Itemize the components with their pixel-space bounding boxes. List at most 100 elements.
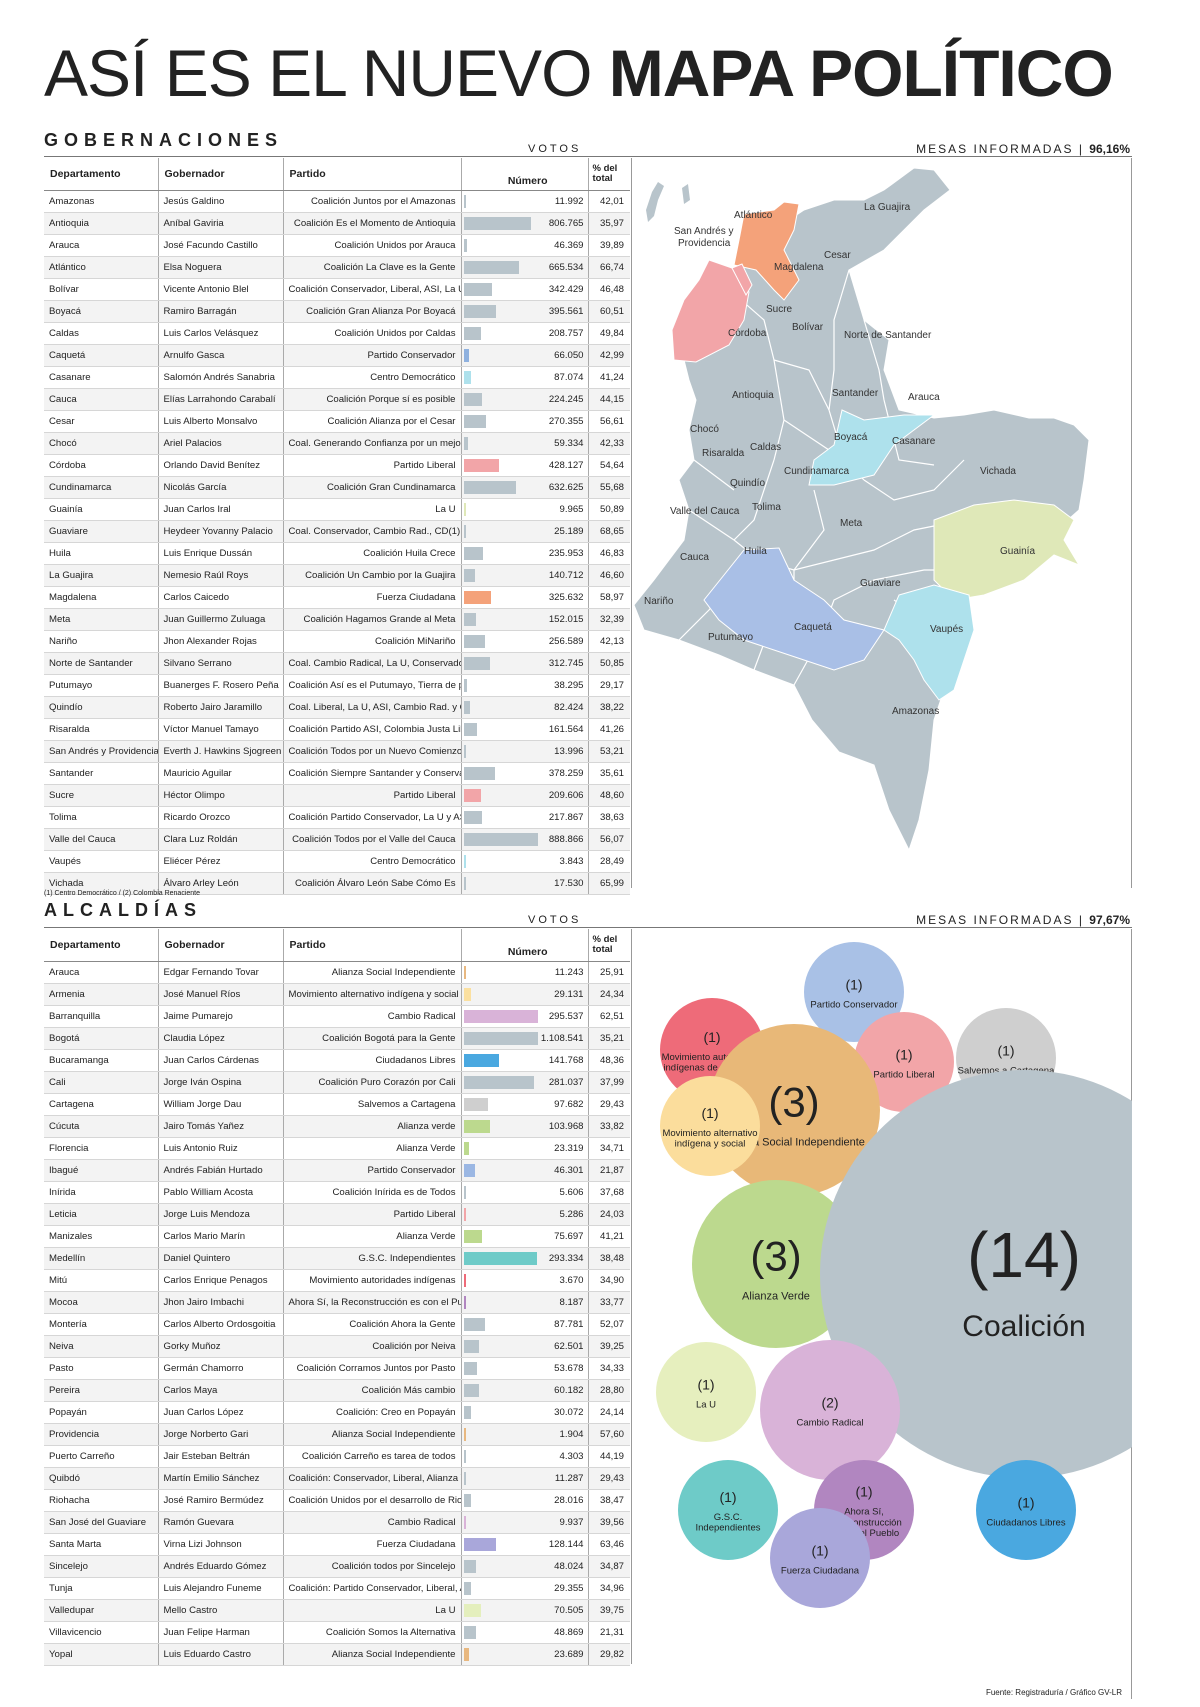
bubble-count: (1) [1017,1494,1034,1510]
alc-row: Leticia Jorge Luis Mendoza Partido Liberal… [44,1203,630,1226]
gob-row: Cesar Luis Alberto Monsalvo Coalición Alia… [44,410,630,433]
gob-cell-pct: 49,84 [588,322,630,345]
gob-vote-value: 217.867 [548,811,584,823]
gob-cell-person: Mauricio Aguilar [158,762,284,785]
gob-cell-dept: Casanare [44,366,159,389]
gob-vote-bar [463,722,477,736]
alc-cell-dept: Villavicencio [44,1621,159,1644]
map-label: Guainía [1000,546,1035,557]
gob-cell-dept: Sucre [44,784,159,807]
map-label: Providencia [678,238,731,249]
alc-row: Puerto Carreño Jair Esteban Beltrán Coalic… [44,1445,630,1468]
map-label: Nariño [644,596,674,607]
alc-cell-dept: Medellín [44,1247,159,1270]
gob-cell-dept: Tolima [44,806,159,829]
map-label: Norte de Santander [844,330,932,341]
map-caqueta [703,547,885,671]
alc-row: Inírida Pablo William Acosta Coalición Iní… [44,1181,630,1204]
alc-vote-value: 5.286 [559,1208,584,1220]
bubble-count: (1) [701,1105,718,1121]
map-label: Casanare [892,436,936,447]
gob-cell-pct: 53,21 [588,740,630,763]
alc-row: Pereira Carlos Maya Coalición Más cambio 60… [44,1379,630,1402]
gob-cell-party: Coalición Álvaro León Sabe Cómo Es [283,872,462,895]
alc-cell-person: Pablo William Acosta [158,1181,284,1204]
alc-vote-bar [463,1185,466,1199]
alc-cell-votes: 48.024 [461,1555,589,1578]
bubble-count: (1) [719,1489,736,1505]
gob-vote-value: 17.530 [554,877,584,889]
gob-cell-dept: La Guajira [44,564,159,587]
alc-cell-votes: 4.303 [461,1445,589,1468]
gob-vote-bar [463,480,517,494]
gob-cell-pct: 46,48 [588,278,630,301]
alc-row: Neiva Gorky Muñoz Coalición por Neiva 62.50… [44,1335,630,1358]
gob-mesas-informadas: MESAS INFORMADAS | 96,16% [916,142,1130,156]
gob-cell-dept: Nariño [44,630,159,653]
alc-row: Armenia José Manuel Ríos Movimiento altern… [44,983,630,1006]
alc-vote-bar [463,1581,471,1595]
gob-cell-votes: 312.745 [461,652,589,675]
bubble-count: (3) [750,1232,801,1279]
map-label: Cauca [680,552,709,563]
alc-vote-value: 70.505 [554,1604,584,1616]
alc-vote-value: 141.768 [548,1054,584,1066]
gob-cell-dept: Huila [44,542,159,565]
alc-cell-party: Partido Liberal [283,1203,462,1226]
alc-cell-votes: 5.606 [461,1181,589,1204]
map-label: Cesar [824,250,851,261]
map-label: Amazonas [892,706,939,717]
gob-row: Caquetá Arnulfo Gasca Partido Conservador 6… [44,344,630,367]
gob-cell-votes: 152.015 [461,608,589,631]
alc-cell-dept: Manizales [44,1225,159,1248]
alc-cell-dept: Riohacha [44,1489,159,1512]
bubble-label: G.S.C. [714,1512,743,1523]
bubble-label: la Reconstrucción [826,1517,902,1528]
gob-cell-party: Partido Conservador [283,344,462,367]
alc-row: Cúcuta Jairo Tomás Yañez Alianza verde 103.… [44,1115,630,1138]
gob-divider [631,158,632,888]
alc-cell-dept: Mitú [44,1269,159,1292]
alc-cell-pct: 29,82 [588,1643,630,1666]
bubble-count: (2) [821,1394,838,1410]
alc-cell-votes: 281.037 [461,1071,589,1094]
alc-cell-dept: Santa Marta [44,1533,159,1556]
alc-top-rule [44,927,1132,928]
alc-cell-votes: 46.301 [461,1159,589,1182]
bubble-label: es con el Pueblo [829,1528,899,1539]
gob-cell-pct: 41,26 [588,718,630,741]
alc-cell-pct: 52,07 [588,1313,630,1336]
gob-cell-party: Coal. Liberal, La U, ASI, Cambio Rad. y … [283,696,462,719]
gob-vote-value: 325.632 [548,591,584,603]
alc-row: Mitú Carlos Enrique Penagos Movimiento aut… [44,1269,630,1292]
map-label: Magdalena [774,262,824,273]
bubble-label: Ahora Sí, [844,1506,884,1517]
gob-vote-bar [463,854,466,868]
alc-cell-pct: 44,19 [588,1445,630,1468]
gob-cell-person: Luis Enrique Dussán [158,542,284,565]
gob-vote-value: 806.765 [548,217,584,229]
alc-cell-person: Jorge Norberto Gari [158,1423,284,1446]
gob-cell-dept: Risaralda [44,718,159,741]
gob-vote-value: 632.625 [548,481,584,493]
gob-cell-votes: 342.429 [461,278,589,301]
gob-cell-party: Coalición Siempre Santander y Conservado… [283,762,462,785]
alc-vote-bar [463,1207,466,1221]
gob-cell-party: Coalición Partido Conservador, La U y AS… [283,806,462,829]
alc-vote-value: 23.689 [554,1648,584,1660]
alc-cell-dept: Barranquilla [44,1005,159,1028]
alc-cell-person: Martín Emilio Sánchez [158,1467,284,1490]
map-label: Bolívar [792,322,824,333]
gob-cell-party: Fuerza Ciudadana [283,586,462,609]
gob-cell-person: Juan Carlos Iral [158,498,284,521]
map-label: Cundinamarca [784,466,849,477]
alc-mesas-value: 97,67% [1089,913,1130,927]
map-label: Meta [840,518,863,529]
gob-cell-votes: 665.534 [461,256,589,279]
alc-row: Montería Carlos Alberto Ordosgoitia Coalic… [44,1313,630,1336]
gob-vote-bar [463,194,466,208]
gob-cell-pct: 35,97 [588,212,630,235]
gob-cell-votes: 25.189 [461,520,589,543]
gob-cell-pct: 42,01 [588,190,630,213]
alc-col-party: Partido [283,929,461,962]
